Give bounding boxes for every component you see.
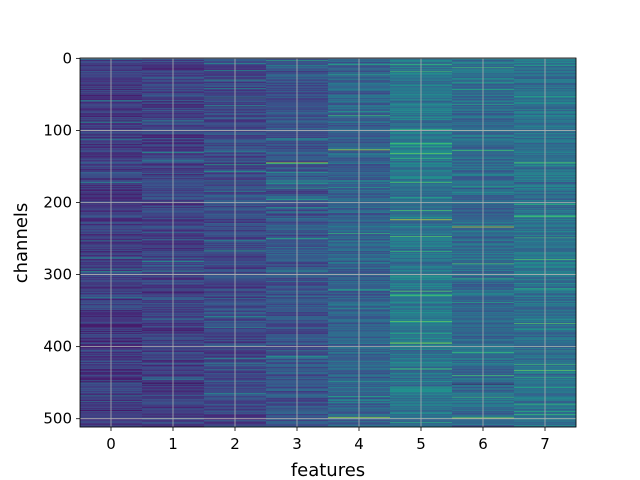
y-axis-ticks: 0 100 200 300 400 500 — [43, 49, 80, 428]
x-tick-label: 1 — [168, 435, 178, 453]
x-tick-label: 0 — [106, 435, 116, 453]
y-tick-label: 500 — [43, 410, 72, 428]
x-axis-label: features — [291, 460, 365, 480]
x-tick-label: 5 — [416, 435, 426, 453]
x-axis-ticks: 0 1 2 3 4 5 6 7 — [106, 427, 550, 453]
y-tick-label: 400 — [43, 338, 72, 356]
heatmap-cells — [80, 58, 577, 428]
x-tick-label: 2 — [230, 435, 240, 453]
x-tick-label: 3 — [292, 435, 302, 453]
grid-lines — [80, 57, 576, 427]
plot-frame — [79, 57, 577, 428]
x-tick-label: 7 — [540, 435, 550, 453]
x-tick-label: 6 — [478, 435, 488, 453]
y-axis-label: channels — [11, 203, 32, 284]
y-tick-label: 0 — [62, 49, 72, 67]
y-tick-label: 300 — [43, 266, 72, 284]
y-tick-label: 100 — [43, 121, 72, 139]
x-tick-label: 4 — [354, 435, 364, 453]
y-tick-label: 200 — [43, 194, 72, 212]
